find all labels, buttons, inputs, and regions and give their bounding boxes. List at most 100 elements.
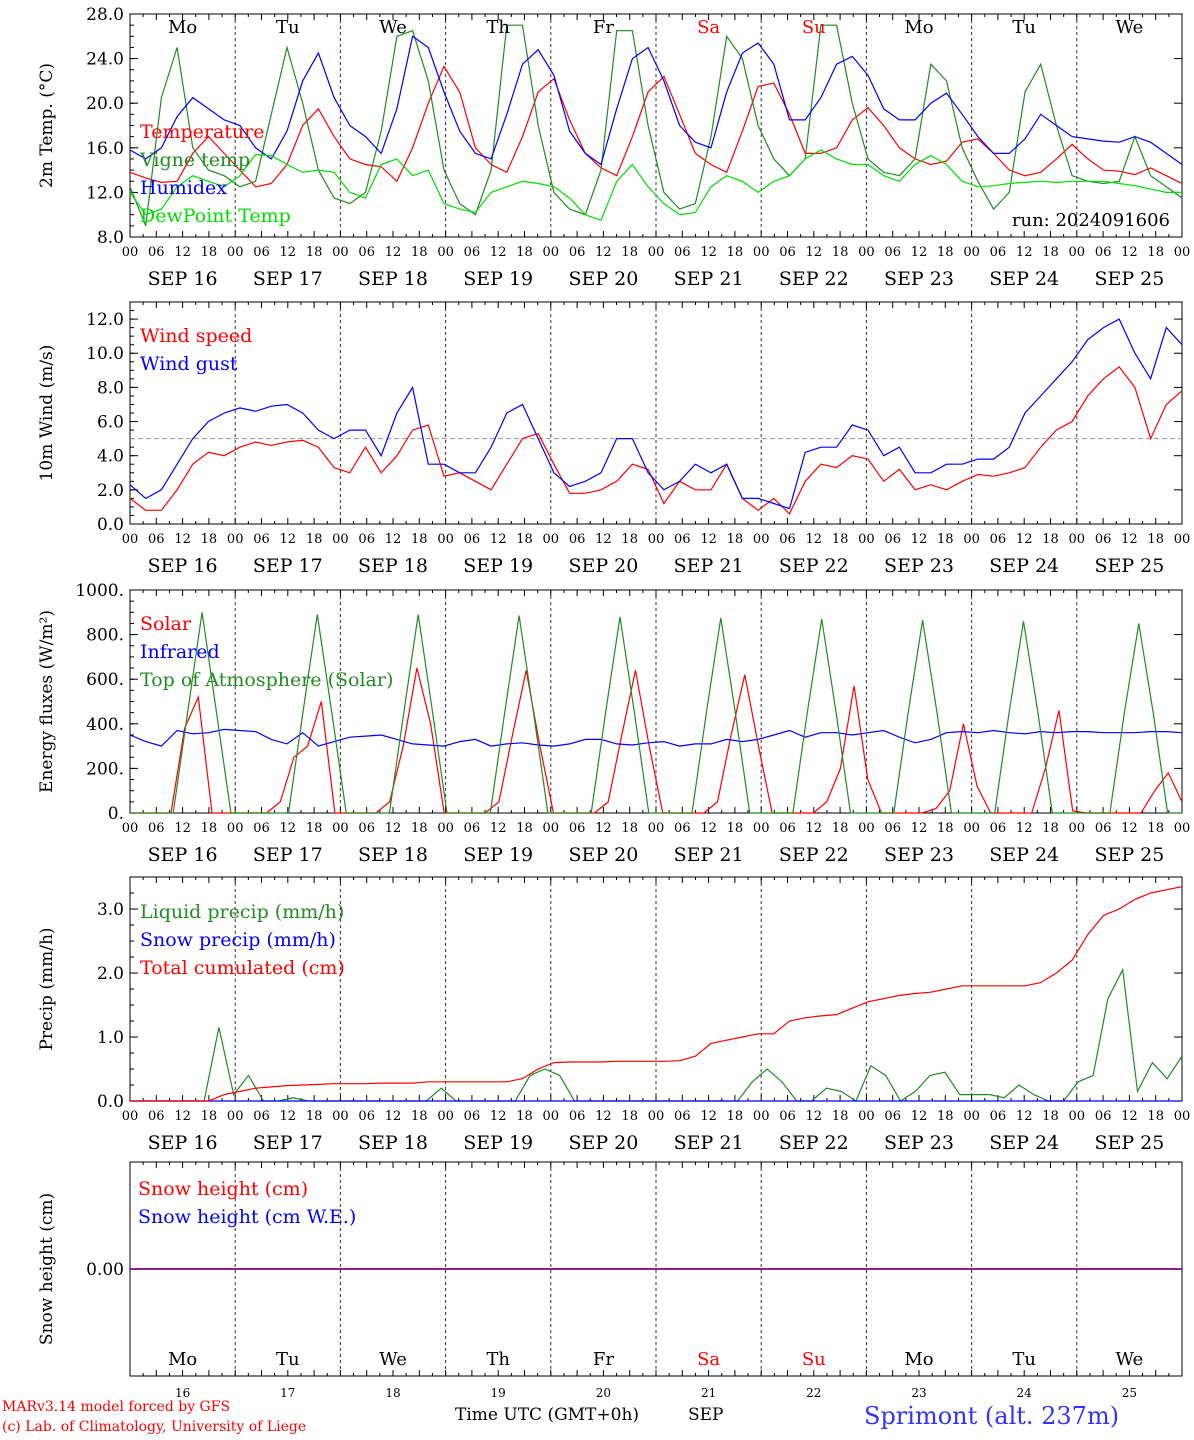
- x-hour-label: 18: [306, 821, 323, 836]
- x-hour-label: 00: [753, 532, 770, 547]
- x-hour-label: 18: [937, 821, 954, 836]
- x-hour-label: 06: [253, 1109, 270, 1124]
- x-hour-label: 00: [963, 821, 980, 836]
- x-hour-label: 18: [832, 821, 849, 836]
- day-number: 23: [911, 1386, 926, 1400]
- x-hour-label: 18: [306, 532, 323, 547]
- x-hour-label: 06: [358, 245, 375, 260]
- y-axis-label: 2m Temp. (°C): [37, 63, 57, 188]
- x-hour-label: 00: [227, 245, 244, 260]
- x-hour-label: 12: [490, 1109, 507, 1124]
- x-hour-label: 06: [990, 532, 1007, 547]
- station-title: Sprimont (alt. 237m): [864, 1402, 1120, 1430]
- y-tick-label: 20.0: [86, 94, 124, 114]
- x-hour-label: 00: [227, 532, 244, 547]
- day-label: Th: [486, 17, 510, 38]
- x-date-label: SEP 25: [1094, 555, 1164, 577]
- x-date-label: SEP 25: [1094, 268, 1164, 290]
- x-hour-label: 06: [569, 532, 586, 547]
- x-hour-label: 06: [674, 1109, 691, 1124]
- legend-entry: Wind speed: [140, 325, 252, 347]
- x-hour-label: 00: [858, 532, 875, 547]
- x-hour-label: 18: [727, 532, 744, 547]
- day-label: Mo: [168, 17, 197, 38]
- x-hour-label: 00: [858, 245, 875, 260]
- y-axis-label: 10m Wind (m/s): [37, 345, 57, 482]
- x-date-label: SEP 18: [358, 268, 428, 290]
- x-hour-label: 00: [122, 245, 139, 260]
- day-number: 19: [491, 1386, 506, 1400]
- day-label: Mo: [904, 1349, 933, 1370]
- x-hour-label: 00: [1069, 1109, 1086, 1124]
- x-hour-label: 18: [1147, 245, 1164, 260]
- y-tick-label: 28.0: [86, 5, 124, 25]
- day-number: 20: [596, 1386, 611, 1400]
- x-hour-label: 12: [911, 245, 928, 260]
- x-date-label: SEP 24: [989, 844, 1059, 866]
- x-hour-label: 12: [1016, 245, 1033, 260]
- day-label: We: [1116, 17, 1144, 38]
- y-tick-label: 2.0: [97, 964, 124, 984]
- x-hour-label: 18: [1042, 532, 1059, 547]
- day-label: Tu: [1012, 1349, 1036, 1370]
- x-hour-label: 00: [858, 1109, 875, 1124]
- series-line: [129, 366, 1183, 515]
- y-tick-label: 600.: [86, 670, 124, 690]
- x-hour-label: 12: [595, 245, 612, 260]
- legend-entry: Vigne temp: [139, 149, 250, 171]
- y-tick-label: 3.0: [97, 900, 124, 920]
- x-hour-label: 00: [437, 245, 454, 260]
- x-hour-label: 18: [411, 1109, 428, 1124]
- x-hour-label: 18: [621, 245, 638, 260]
- x-hour-label: 18: [516, 245, 533, 260]
- y-tick-label: 12.0: [86, 310, 124, 330]
- day-label: Sa: [697, 1349, 720, 1370]
- x-date-label: SEP 22: [779, 555, 849, 577]
- x-hour-label: 06: [779, 532, 796, 547]
- x-hour-label: 06: [884, 532, 901, 547]
- x-hour-label: 12: [700, 1109, 717, 1124]
- day-label: Tu: [276, 1349, 300, 1370]
- x-date-label: SEP 22: [779, 844, 849, 866]
- x-hour-label: 12: [700, 245, 717, 260]
- legend-entry: DewPoint Temp: [140, 205, 291, 227]
- footer-model: MARv3.14 model forced by GFS: [2, 1399, 231, 1415]
- x-date-label: SEP 17: [253, 1132, 323, 1154]
- x-hour-label: 06: [779, 821, 796, 836]
- x-hour-label: 12: [490, 245, 507, 260]
- x-hour-label: 06: [464, 821, 481, 836]
- x-hour-label: 06: [990, 1109, 1007, 1124]
- x-hour-label: 12: [806, 245, 823, 260]
- x-hour-label: 12: [280, 1109, 297, 1124]
- series-line: [129, 65, 1183, 188]
- series-line: [129, 149, 1182, 222]
- x-hour-label: 00: [1069, 245, 1086, 260]
- y-tick-label: 24.0: [86, 50, 124, 70]
- legend-entry: Infrared: [140, 641, 220, 663]
- x-hour-label: 00: [122, 821, 139, 836]
- y-tick-label: 200.: [86, 759, 124, 779]
- x-hour-label: 12: [806, 532, 823, 547]
- day-number: 16: [175, 1386, 190, 1400]
- x-hour-label: 06: [884, 1109, 901, 1124]
- x-hour-label: 06: [569, 821, 586, 836]
- x-hour-label: 18: [727, 245, 744, 260]
- legend-entry: Solar: [140, 613, 192, 635]
- x-hour-label: 12: [1121, 532, 1138, 547]
- x-hour-label: 06: [1095, 1109, 1112, 1124]
- x-date-label: SEP 17: [253, 844, 323, 866]
- x-hour-label: 12: [911, 821, 928, 836]
- x-date-label: SEP 19: [463, 844, 533, 866]
- x-hour-label: 00: [753, 1109, 770, 1124]
- series-line: [130, 667, 1183, 814]
- x-date-label: SEP 23: [884, 555, 954, 577]
- x-date-label: SEP 23: [884, 844, 954, 866]
- x-date-label: SEP 17: [253, 268, 323, 290]
- x-hour-label: 12: [280, 245, 297, 260]
- x-date-label: SEP 21: [674, 1132, 744, 1154]
- y-axis-label: Snow height (cm): [37, 1193, 57, 1345]
- legend-entry: Top of Atmosphere (Solar): [140, 669, 393, 691]
- y-tick-label: 8.0: [97, 378, 124, 398]
- x-hour-label: 00: [1174, 821, 1191, 836]
- x-hour-label: 06: [148, 245, 165, 260]
